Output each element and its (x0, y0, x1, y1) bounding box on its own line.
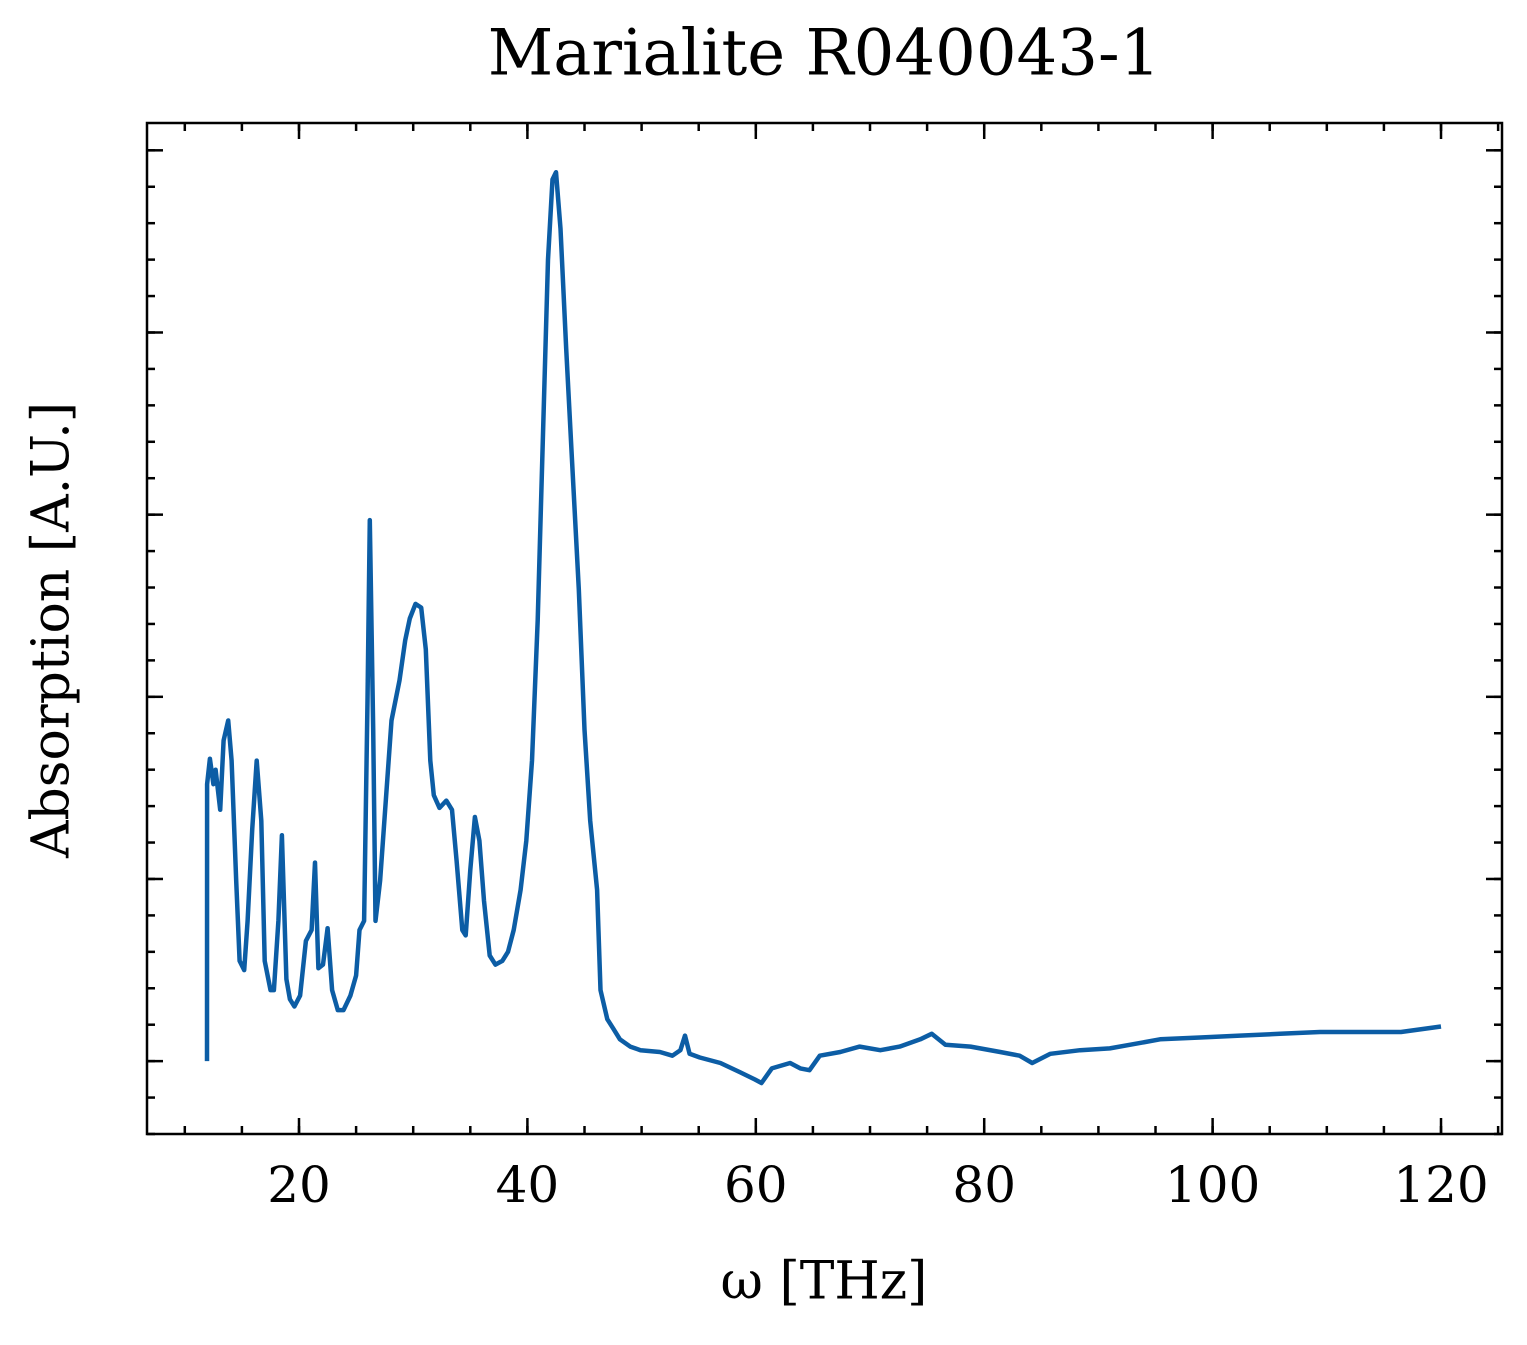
x-tick-label: 40 (496, 1156, 560, 1214)
spectrum-line (204, 169, 1442, 1086)
y-axis-label: Absorption [A.U.] (22, 402, 82, 859)
x-tick-label: 60 (724, 1156, 788, 1214)
x-tick-label: 120 (1393, 1156, 1488, 1214)
chart-title: Marialite R040043-1 (488, 17, 1161, 91)
x-tick-label: 100 (1165, 1156, 1260, 1214)
x-tick-label: 80 (952, 1156, 1016, 1214)
plot-frame (145, 121, 1504, 1136)
x-tick-label: 20 (267, 1156, 331, 1214)
x-axis-label: ω [THz] (721, 1252, 928, 1312)
